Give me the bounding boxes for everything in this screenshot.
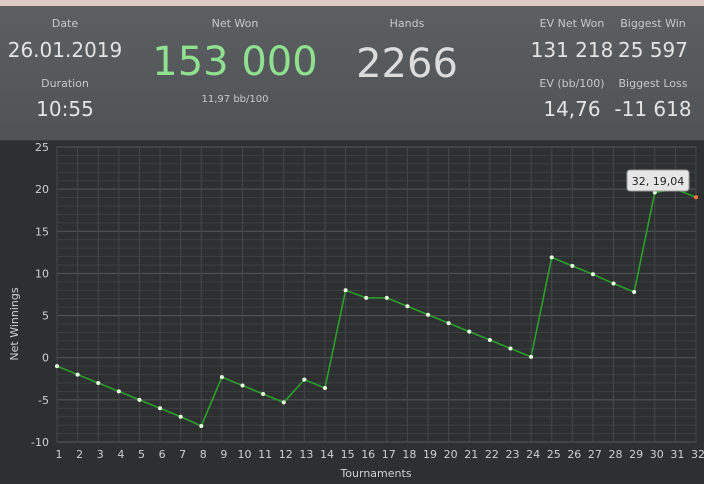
biggest-loss-value: -11 618	[614, 97, 692, 121]
data-point	[570, 263, 575, 268]
data-point	[281, 400, 286, 405]
top-strip	[0, 0, 704, 6]
y-tick-label: -5	[38, 394, 49, 407]
x-tick-label: 19	[423, 448, 437, 461]
date-label: Date	[51, 17, 79, 30]
ev-bb100-value: 14,76	[543, 97, 601, 121]
data-point	[219, 375, 224, 380]
y-tick-label: 25	[35, 141, 49, 154]
x-tick-label: 8	[200, 448, 207, 461]
x-tick-label: 16	[361, 448, 375, 461]
net-winnings-series-line	[56, 188, 697, 428]
x-axis-label: Tournaments	[339, 467, 411, 480]
y-tick-label: 0	[42, 352, 49, 365]
x-tick-label: 26	[567, 448, 581, 461]
x-tick-label: 24	[526, 448, 540, 461]
x-tick-label: 27	[588, 448, 602, 461]
data-point	[364, 295, 369, 300]
y-tick-label: 20	[35, 183, 49, 196]
x-tick-label: 2	[76, 448, 83, 461]
x-tick-label: 29	[629, 448, 643, 461]
data-point	[487, 338, 492, 343]
x-tick-label: 20	[444, 448, 458, 461]
data-point	[55, 364, 59, 369]
data-point	[178, 414, 183, 419]
duration-value: 10:55	[36, 97, 94, 121]
x-tick-label: 28	[609, 448, 623, 461]
data-point	[632, 289, 637, 294]
x-tick-label: 9	[220, 448, 227, 461]
x-tick-label: 5	[138, 448, 145, 461]
x-tick-label: 22	[485, 448, 499, 461]
x-tick-label: 32	[691, 448, 704, 461]
data-point	[261, 391, 266, 396]
tooltip-text: 32, 19,04	[632, 175, 684, 188]
data-point	[322, 386, 327, 391]
ev-net-won-value: 131 218	[530, 38, 614, 62]
net-won-value: 153 000	[152, 39, 318, 85]
data-point	[590, 272, 595, 277]
y-tick-label: 15	[35, 225, 49, 238]
data-point	[96, 381, 101, 385]
x-tick-label: 1	[56, 448, 63, 461]
tooltip-box	[626, 169, 690, 192]
data-point	[694, 195, 698, 200]
net-won-bb100: 11,97 bb/100	[201, 94, 269, 105]
x-tick-label: 7	[179, 448, 186, 461]
date-value: 26.01.2019	[7, 38, 123, 62]
biggest-win-label: Biggest Win	[620, 17, 686, 30]
plot-frame	[56, 146, 697, 443]
hands-value: 2266	[356, 41, 458, 87]
data-point	[384, 295, 389, 300]
data-point	[426, 312, 431, 317]
hands-label: Hands	[389, 17, 425, 30]
data-point	[302, 377, 307, 382]
x-tick-label: 23	[505, 448, 519, 461]
data-point	[199, 423, 204, 428]
x-tick-label: 15	[341, 448, 355, 461]
net-won-label: Net Won	[211, 17, 259, 30]
data-point	[611, 281, 616, 286]
session-summary-panel: Date 26.01.2019 Duration 10:55 Net Won 1…	[0, 6, 704, 141]
x-tick-label: 14	[320, 448, 334, 461]
y-axis-label: Net Winnings	[8, 287, 21, 360]
ev-bb100-label: EV (bb/100)	[539, 77, 605, 90]
data-point	[158, 406, 163, 411]
x-tick-label: 30	[650, 448, 664, 461]
data-point	[652, 190, 657, 195]
data-point	[405, 304, 410, 309]
x-tick-label: 4	[117, 448, 124, 461]
data-point	[240, 383, 245, 388]
duration-label: Duration	[41, 77, 89, 90]
y-tick-label: 10	[35, 267, 49, 280]
biggest-win-value: 25 597	[618, 38, 688, 62]
x-tick-label: 11	[258, 448, 272, 461]
data-point	[75, 372, 80, 377]
x-tick-label: 31	[670, 448, 684, 461]
chart-area[interactable]: -10 -5 0 5 10 15 20 25 1 2 3 4 5 6 7 8 9 10 11 12 13 14 15 16 1…	[0, 141, 704, 480]
biggest-loss-label: Biggest Loss	[618, 77, 688, 90]
data-point	[529, 354, 534, 359]
data-point	[137, 397, 142, 402]
ev-net-won-label: EV Net Won	[539, 17, 605, 30]
y-tick-label: 5	[42, 310, 49, 323]
data-point	[446, 321, 451, 326]
x-tick-label: 18	[402, 448, 416, 461]
x-tick-label: 21	[464, 448, 478, 461]
data-point	[467, 329, 472, 334]
x-tick-label: 10	[238, 448, 252, 461]
data-point	[508, 346, 513, 351]
x-tick-label: 25	[547, 448, 561, 461]
data-point	[343, 288, 348, 293]
x-tick-label: 13	[299, 448, 313, 461]
data-point	[116, 389, 121, 394]
data-point	[549, 255, 554, 260]
y-tick-label: -10	[31, 436, 49, 449]
x-tick-label: 3	[97, 448, 104, 461]
x-tick-label: 6	[159, 448, 166, 461]
x-tick-label: 17	[382, 448, 396, 461]
data-point-tooltip: 32, 19,04	[626, 169, 690, 192]
x-tick-label: 12	[279, 448, 293, 461]
